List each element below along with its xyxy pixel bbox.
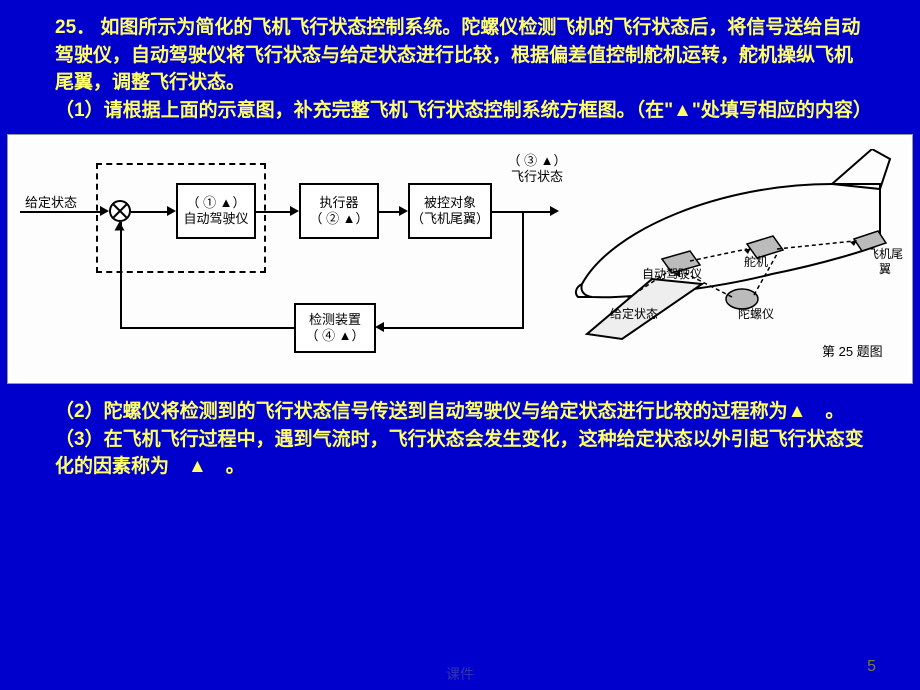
diagram-container: 给定状态 （ ① ▲） 自动驾驶仪 执行器 （ ② ▲） 被控对象 （飞 (7, 134, 913, 384)
plane-label-tail: 飞机尾翼 (862, 247, 908, 277)
line-sum-ctrl (131, 211, 169, 213)
q-part3: （3）在飞机飞行过程中，遇到气流时，飞行状态会发生变化，这种给定状态以外引起飞行… (55, 429, 864, 478)
sensor-block: 检测装置 （ ④ ▲） (294, 303, 376, 353)
page-number: 5 (867, 658, 876, 676)
question-text-top: 25． 如图所示为简化的飞机飞行状态控制系统。陀螺仪检测飞机的飞行状态后，将信号… (0, 0, 920, 130)
line-fb-up (120, 222, 122, 329)
question-text-bottom: （2）陀螺仪将检测到的飞行状态信号传送到自动驾驶仪与给定状态进行比较的过程称为▲… (0, 384, 920, 481)
arrow-act-plant (399, 206, 408, 216)
plant-name: 被控对象 (424, 195, 476, 211)
output-slot: （ ③ ▲） (507, 153, 566, 169)
slide-footer: 课件 (0, 664, 920, 684)
line-act-plant (379, 211, 401, 213)
plane-label-rudder: 舵机 (744, 255, 768, 270)
plane-label-autopilot: 自动驾驶仪 (642, 267, 702, 282)
q-part2: （2）陀螺仪将检测到的飞行状态信号传送到自动驾驶仪与给定状态进行比较的过程称为▲… (55, 401, 844, 422)
input-label: 给定状态 (20, 195, 82, 211)
plane-label-gyro: 陀螺仪 (738, 307, 774, 322)
diagram-inner: 给定状态 （ ① ▲） 自动驾驶仪 执行器 （ ② ▲） 被控对象 （飞 (12, 139, 908, 379)
line-fb-h2 (120, 327, 294, 329)
output-label: （ ③ ▲） 飞行状态 (502, 153, 572, 186)
arrow-fb-to-sum (115, 222, 125, 231)
arrow-plant-out (550, 206, 559, 216)
actuator-name: 执行器 (319, 195, 358, 211)
line-ctrl-act (256, 211, 292, 213)
arrow-sum-ctrl (167, 206, 176, 216)
output-name: 飞行状态 (511, 169, 563, 185)
plane-label-setpoint: 给定状态 (610, 307, 658, 322)
arrow-ctrl-act (290, 206, 299, 216)
arrow-fb-to-sensor (375, 322, 384, 332)
q-number: 25． (55, 17, 95, 38)
plant-block: 被控对象 （飞机尾翼） (408, 183, 492, 239)
sensor-slot: （ ④ ▲） (305, 328, 364, 344)
actuator-block: 执行器 （ ② ▲） (299, 183, 379, 239)
q-intro: 如图所示为简化的飞机飞行状态控制系统。陀螺仪检测飞机的飞行状态后，将信号送给自动… (55, 17, 860, 93)
q-part1: （1）请根据上面的示意图，补充完整飞机飞行状态控制系统方框图。（在"▲"处填写相… (55, 100, 872, 121)
controller-block: （ ① ▲） 自动驾驶仪 (176, 183, 256, 239)
line-fb-h1 (384, 327, 524, 329)
plane-caption: 第 25 题图 (822, 344, 883, 360)
line-input (20, 211, 102, 213)
plant-sub: （飞机尾翼） (411, 211, 489, 227)
sensor-name: 检测装置 (309, 312, 361, 328)
controller-slot: （ ① ▲） (186, 195, 245, 211)
line-fb-down (522, 211, 524, 329)
controller-name: 自动驾驶仪 (183, 211, 248, 227)
actuator-slot: （ ② ▲） (309, 211, 368, 227)
